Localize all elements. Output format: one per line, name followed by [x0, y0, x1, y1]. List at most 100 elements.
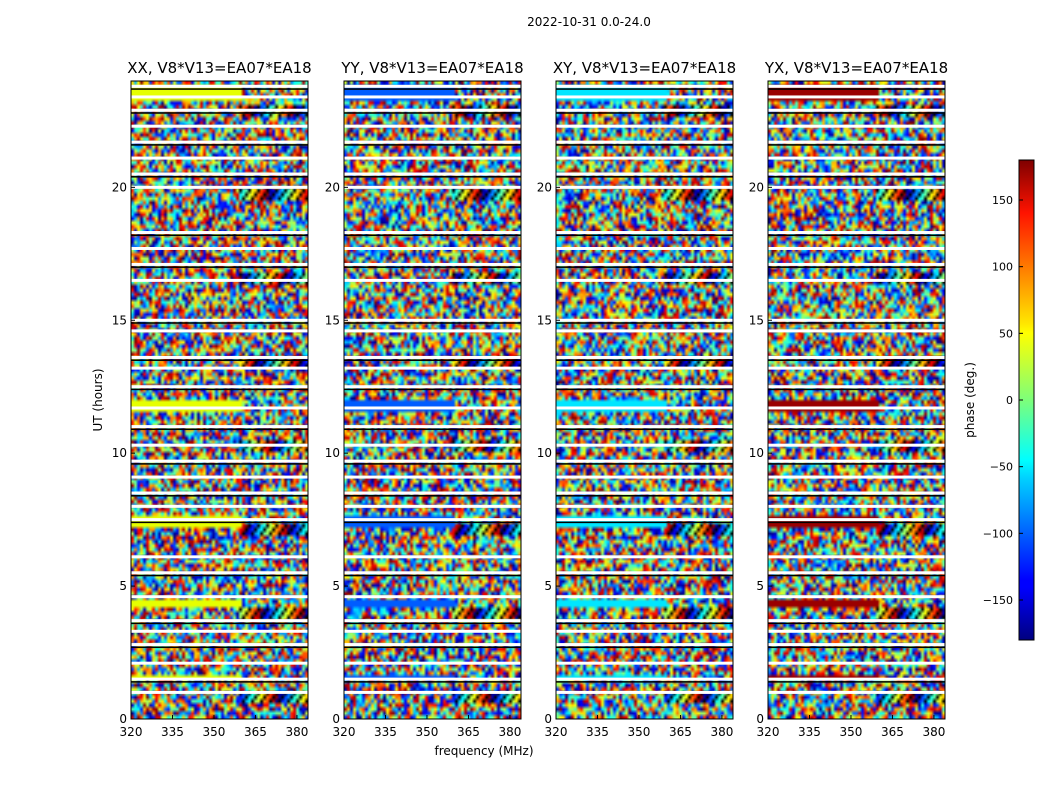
blank-row — [344, 574, 521, 577]
flagged-row — [556, 677, 733, 681]
flagged-row — [131, 246, 308, 250]
flagged-row — [131, 443, 308, 447]
x-tick-label: 380 — [498, 725, 521, 739]
flagged-row — [556, 425, 733, 429]
panel-xx: XX, V8*V13=EA07*EA18 320 335 350 365 380 0 5 10 1… — [112, 59, 312, 739]
flagged-row — [344, 108, 521, 112]
panel-title: YY, V8*V13=EA07*EA18 — [340, 59, 523, 77]
blank-row — [556, 88, 733, 90]
blank-row — [131, 428, 308, 431]
flagged-row — [344, 124, 521, 128]
flagged-row — [556, 95, 733, 99]
flagged-row — [556, 385, 733, 389]
blank-row — [768, 144, 945, 146]
blank-row — [131, 622, 308, 625]
flagged-row — [556, 443, 733, 447]
x-tick-label: 350 — [203, 725, 226, 739]
x-tick-label: 350 — [416, 725, 439, 739]
flagged-row — [344, 84, 521, 88]
colorbar-ticks: 150 100 50 0 −50 −100 −150 — [983, 194, 1023, 607]
flagged-row — [131, 491, 308, 495]
flagged-row — [556, 318, 733, 322]
flagged-row — [768, 185, 945, 189]
flagged-row — [556, 571, 733, 575]
colorbar-tick-label: 100 — [992, 261, 1013, 274]
blank-row — [556, 574, 733, 577]
blank-row — [556, 144, 733, 146]
panel-yx: YX, V8*V13=EA07*EA18 320 335 350 365 380 0 5 10 1… — [749, 59, 948, 739]
blank-row — [344, 176, 521, 178]
flagged-row — [344, 491, 521, 495]
colorbar: phase (deg.) 150 100 50 0 −50 −100 −150 — [963, 159, 1035, 641]
blank-row — [556, 112, 733, 114]
blank-row — [768, 574, 945, 577]
flagged-row — [768, 677, 945, 681]
colorbar-label: phase (deg.) — [963, 362, 977, 438]
y-tick-label: 10 — [537, 446, 552, 460]
flagged-row — [344, 156, 521, 160]
flagged-row — [556, 504, 733, 508]
flagged-row — [556, 555, 733, 559]
flagged-row — [344, 518, 521, 522]
flagged-row — [344, 278, 521, 282]
blank-row — [556, 234, 733, 237]
flagged-row — [556, 231, 733, 235]
flagged-row — [768, 425, 945, 429]
blank-row — [556, 681, 733, 683]
flagged-row — [556, 690, 733, 694]
panel-yy: YY, V8*V13=EA07*EA18 320 335 350 365 380 0 5 10 1… — [325, 59, 524, 739]
blank-row — [768, 463, 945, 465]
blank-row — [344, 266, 521, 268]
flagged-row — [131, 385, 308, 389]
flagged-row — [344, 595, 521, 599]
flagged-row — [131, 140, 308, 144]
x-tick-label: 335 — [586, 725, 609, 739]
flagged-row — [768, 246, 945, 250]
blank-row — [131, 144, 308, 146]
blank-row — [768, 495, 945, 497]
blank-row — [131, 112, 308, 114]
flagged-row — [344, 366, 521, 370]
blank-row — [344, 646, 521, 649]
x-tick-label: 320 — [333, 725, 356, 739]
blank-row — [131, 322, 308, 324]
colorbar-tick-label: 50 — [999, 327, 1013, 340]
flagged-row — [768, 262, 945, 266]
panel-title: YX, V8*V13=EA07*EA18 — [764, 59, 948, 77]
blank-row — [556, 463, 733, 465]
flagged-row — [556, 491, 733, 495]
blank-row — [344, 234, 521, 237]
blank-row — [344, 521, 521, 524]
blank-row — [131, 234, 308, 237]
flagged-row — [344, 443, 521, 447]
y-tick-label: 5 — [544, 579, 552, 593]
blank-row — [556, 388, 733, 391]
flagged-row — [131, 629, 308, 633]
blank-row — [131, 388, 308, 391]
blank-row — [131, 646, 308, 649]
y-tick-label: 15 — [325, 313, 340, 327]
blank-row — [556, 495, 733, 497]
blank-row — [556, 176, 733, 178]
flagged-row — [556, 124, 733, 128]
x-tick-label: 365 — [244, 725, 267, 739]
y-tick-label: 0 — [119, 712, 127, 726]
blank-row — [131, 88, 308, 90]
flagged-row — [131, 571, 308, 575]
flagged-row — [768, 318, 945, 322]
y-tick-label: 5 — [119, 579, 127, 593]
blank-row — [131, 521, 308, 524]
flagged-row — [768, 231, 945, 235]
y-tick-label: 20 — [537, 180, 552, 194]
flagged-row — [344, 425, 521, 429]
panel-frame — [343, 80, 522, 720]
flagged-row — [131, 124, 308, 128]
flagged-row — [344, 475, 521, 479]
flagged-row — [344, 246, 521, 250]
x-tick-label: 380 — [922, 725, 945, 739]
colorbar-tick-label: −100 — [983, 527, 1013, 540]
flagged-row — [556, 366, 733, 370]
flagged-row — [344, 661, 521, 665]
flagged-row — [768, 491, 945, 495]
